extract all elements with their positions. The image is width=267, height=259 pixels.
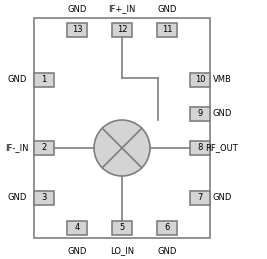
Text: IF+_IN: IF+_IN: [108, 4, 136, 13]
Text: 7: 7: [197, 193, 203, 203]
Text: GND: GND: [7, 76, 27, 84]
Bar: [190, 191, 210, 205]
Text: RF_OUT: RF_OUT: [206, 143, 238, 153]
Bar: [34, 18, 210, 238]
Text: 11: 11: [162, 25, 172, 34]
Text: GND: GND: [67, 247, 87, 255]
Text: 9: 9: [197, 110, 203, 119]
Bar: [67, 221, 87, 235]
Text: 13: 13: [72, 25, 82, 34]
Text: VMB: VMB: [213, 76, 231, 84]
Text: GND: GND: [157, 247, 177, 255]
Bar: [34, 191, 54, 205]
Text: 10: 10: [195, 76, 205, 84]
Text: GND: GND: [212, 110, 232, 119]
Text: GND: GND: [212, 193, 232, 203]
Text: GND: GND: [67, 4, 87, 13]
Text: LO_IN: LO_IN: [110, 247, 134, 255]
Text: 1: 1: [41, 76, 47, 84]
Bar: [190, 73, 210, 87]
Text: 2: 2: [41, 143, 47, 153]
Bar: [112, 221, 132, 235]
Text: 5: 5: [119, 224, 125, 233]
Text: GND: GND: [7, 193, 27, 203]
Bar: [112, 23, 132, 37]
Bar: [190, 141, 210, 155]
Bar: [34, 141, 54, 155]
Bar: [157, 221, 177, 235]
Text: 6: 6: [164, 224, 170, 233]
Text: IF-_IN: IF-_IN: [5, 143, 29, 153]
Bar: [34, 73, 54, 87]
Bar: [67, 23, 87, 37]
Circle shape: [94, 120, 150, 176]
Bar: [190, 107, 210, 121]
Text: 8: 8: [197, 143, 203, 153]
Text: 4: 4: [74, 224, 80, 233]
Text: GND: GND: [157, 4, 177, 13]
Bar: [157, 23, 177, 37]
Text: 12: 12: [117, 25, 127, 34]
Text: 3: 3: [41, 193, 47, 203]
